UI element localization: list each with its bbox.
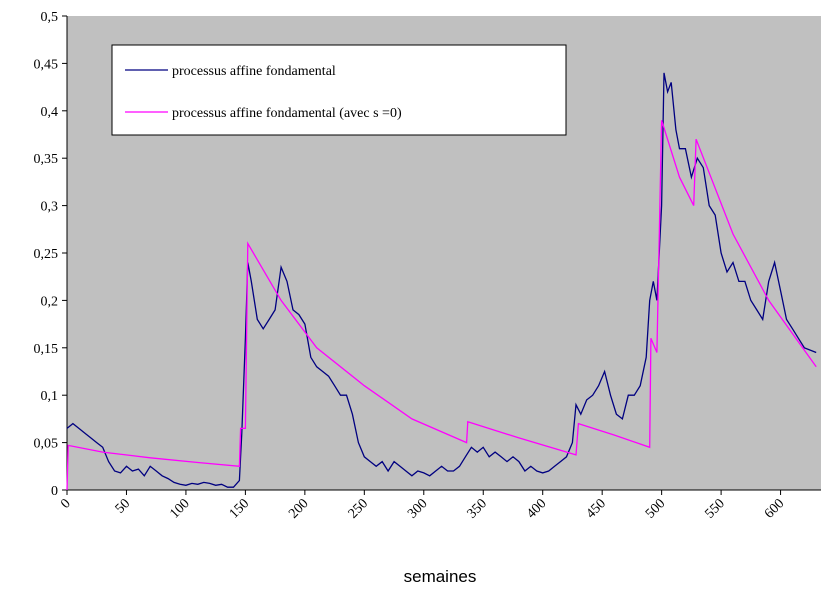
- x-tick-label: 250: [346, 496, 371, 521]
- x-axis-label: semaines: [404, 567, 477, 586]
- x-tick-label: 0: [58, 496, 74, 512]
- series-line: [66, 72, 817, 488]
- y-tick-label: 0,15: [34, 342, 59, 357]
- y-tick-label: 0,05: [34, 437, 59, 452]
- y-tick-label: 0,25: [34, 247, 59, 262]
- legend-label: processus affine fondamental (avec s =0): [172, 106, 402, 121]
- y-tick-label: 0,3: [41, 200, 59, 215]
- x-tick-label: 600: [762, 496, 787, 521]
- y-tick-label: 0: [51, 484, 58, 499]
- x-tick-label: 100: [167, 496, 192, 521]
- y-tick-label: 0,1: [41, 389, 59, 404]
- series-line: [66, 120, 817, 491]
- legend: [111, 44, 567, 136]
- x-tick-label: 300: [405, 496, 430, 521]
- x-tick-label: 550: [702, 496, 727, 521]
- x-tick-label: 400: [524, 496, 549, 521]
- x-tick-label: 350: [465, 496, 490, 521]
- legend-label: processus affine fondamental: [172, 64, 336, 79]
- y-tick-label: 0,2: [41, 294, 59, 309]
- x-tick-label: 200: [286, 496, 311, 521]
- x-tick-label: 450: [584, 496, 609, 521]
- x-tick-label: 150: [227, 496, 252, 521]
- x-tick-label: 50: [113, 496, 134, 517]
- x-tick-label: 500: [643, 496, 668, 521]
- y-tick-label: 0,4: [41, 105, 59, 120]
- y-tick-label: 0,5: [41, 10, 59, 25]
- y-tick-label: 0,35: [34, 152, 59, 167]
- y-tick-label: 0,45: [34, 57, 59, 72]
